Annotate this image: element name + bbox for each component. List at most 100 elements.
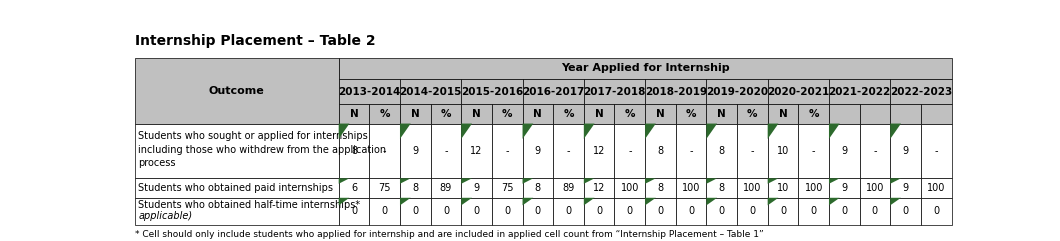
- Bar: [339, 124, 369, 178]
- Bar: [339, 79, 400, 104]
- Text: -: -: [935, 146, 938, 156]
- Text: 0: 0: [626, 206, 633, 216]
- Bar: [860, 198, 890, 225]
- Bar: [523, 178, 553, 198]
- Bar: [400, 198, 430, 225]
- Text: 2022-2023: 2022-2023: [889, 87, 952, 97]
- Text: 100: 100: [743, 183, 761, 193]
- Text: 8: 8: [657, 183, 664, 193]
- Polygon shape: [584, 198, 595, 205]
- Polygon shape: [829, 198, 840, 205]
- Text: N: N: [350, 109, 358, 119]
- Bar: [860, 178, 890, 198]
- Text: -: -: [383, 146, 387, 156]
- Bar: [676, 178, 706, 198]
- Bar: [921, 178, 952, 198]
- Text: 75: 75: [378, 183, 391, 193]
- Polygon shape: [646, 178, 656, 184]
- Text: 6: 6: [351, 183, 357, 193]
- Text: 100: 100: [805, 183, 823, 193]
- Text: 100: 100: [620, 183, 639, 193]
- Text: applicable): applicable): [138, 211, 192, 221]
- Bar: [461, 124, 492, 178]
- Text: 2018-2019: 2018-2019: [644, 87, 707, 97]
- Bar: [829, 104, 860, 124]
- Bar: [135, 58, 339, 124]
- Text: -: -: [628, 146, 632, 156]
- Bar: [135, 198, 339, 225]
- Polygon shape: [584, 124, 595, 139]
- Text: 0: 0: [382, 206, 388, 216]
- Text: 12: 12: [471, 146, 482, 156]
- Polygon shape: [829, 124, 840, 139]
- Bar: [400, 79, 461, 104]
- Polygon shape: [706, 178, 718, 184]
- Text: 89: 89: [440, 183, 452, 193]
- Bar: [523, 104, 553, 124]
- Bar: [706, 104, 737, 124]
- Bar: [676, 124, 706, 178]
- Bar: [461, 79, 523, 104]
- Bar: [646, 198, 676, 225]
- Text: 8: 8: [351, 146, 357, 156]
- Bar: [706, 124, 737, 178]
- Text: -: -: [750, 146, 754, 156]
- Bar: [737, 104, 767, 124]
- Text: including those who withdrew from the application: including those who withdrew from the ap…: [138, 145, 387, 154]
- Bar: [615, 198, 646, 225]
- Text: 0: 0: [842, 206, 847, 216]
- Text: 2016-2017: 2016-2017: [522, 87, 584, 97]
- Bar: [798, 104, 829, 124]
- Polygon shape: [767, 124, 778, 139]
- Text: 0: 0: [933, 206, 939, 216]
- Text: 100: 100: [928, 183, 946, 193]
- Text: Internship Placement – Table 2: Internship Placement – Table 2: [135, 34, 375, 48]
- Polygon shape: [829, 178, 840, 184]
- Bar: [706, 178, 737, 198]
- Bar: [860, 124, 890, 178]
- Bar: [339, 178, 369, 198]
- Bar: [339, 58, 952, 79]
- Bar: [339, 198, 369, 225]
- Bar: [921, 198, 952, 225]
- Bar: [646, 79, 706, 104]
- Text: 10: 10: [777, 183, 789, 193]
- Text: 2019-2020: 2019-2020: [706, 87, 768, 97]
- Text: -: -: [873, 146, 877, 156]
- Bar: [767, 178, 798, 198]
- Bar: [860, 104, 890, 124]
- Text: %: %: [624, 109, 635, 119]
- Text: %: %: [379, 109, 390, 119]
- Text: 0: 0: [657, 206, 664, 216]
- Text: 9: 9: [842, 183, 847, 193]
- Bar: [921, 104, 952, 124]
- Polygon shape: [461, 124, 472, 139]
- Bar: [553, 104, 584, 124]
- Bar: [430, 178, 461, 198]
- Bar: [369, 104, 400, 124]
- Text: 9: 9: [535, 146, 541, 156]
- Polygon shape: [890, 124, 901, 139]
- Text: -: -: [689, 146, 693, 156]
- Text: %: %: [809, 109, 819, 119]
- Bar: [890, 79, 952, 104]
- Text: %: %: [747, 109, 758, 119]
- Text: N: N: [533, 109, 543, 119]
- Bar: [553, 124, 584, 178]
- Bar: [921, 124, 952, 178]
- Bar: [461, 104, 492, 124]
- Text: N: N: [779, 109, 788, 119]
- Text: 0: 0: [780, 206, 787, 216]
- Bar: [829, 178, 860, 198]
- Text: -: -: [567, 146, 570, 156]
- Text: 100: 100: [866, 183, 884, 193]
- Text: 0: 0: [902, 206, 908, 216]
- Polygon shape: [767, 178, 778, 184]
- Bar: [767, 198, 798, 225]
- Text: 8: 8: [412, 183, 419, 193]
- Polygon shape: [646, 198, 656, 205]
- Bar: [492, 198, 523, 225]
- Polygon shape: [890, 198, 901, 205]
- Text: 8: 8: [535, 183, 541, 193]
- Bar: [523, 79, 584, 104]
